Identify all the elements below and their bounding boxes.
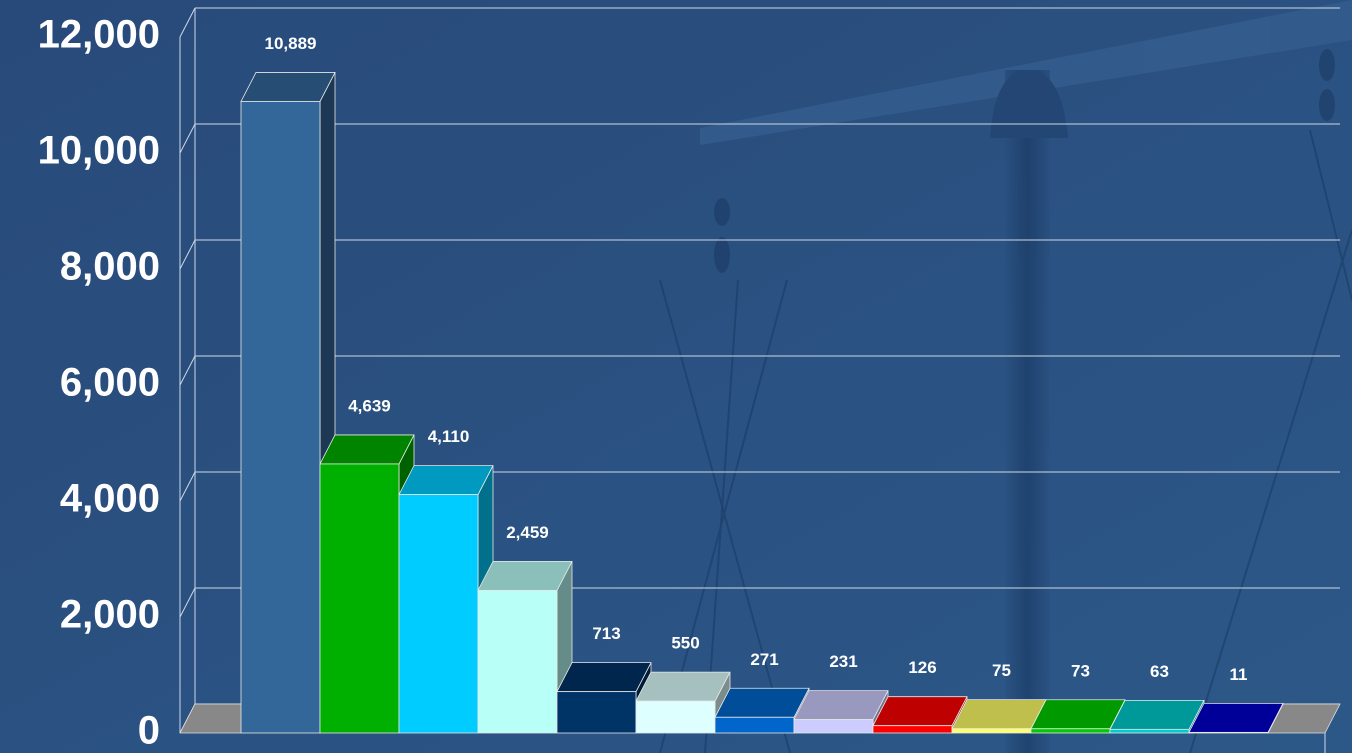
bar-top: [1110, 700, 1204, 729]
bar: [399, 495, 478, 733]
value-label: 550: [671, 634, 699, 653]
bar-top: [1189, 703, 1283, 732]
y-tick-label: 4,000: [60, 477, 160, 521]
bar-top: [478, 561, 572, 590]
bar: [873, 726, 952, 733]
y-tick-label: 0: [138, 709, 160, 753]
bar: [1031, 729, 1110, 733]
y-tick-label: 6,000: [60, 361, 160, 405]
bar: [1189, 732, 1268, 733]
y-tick-label: 2,000: [60, 593, 160, 637]
value-label: 63: [1150, 662, 1169, 681]
bar: [241, 101, 320, 733]
bar-top: [1031, 700, 1125, 729]
chart: 0 2,000 4,000 6,000 8,000 10,000 12,000 10,889 4…: [0, 0, 1352, 753]
bar-top: [557, 663, 651, 692]
bar-top: [399, 466, 493, 495]
value-label: 2,459: [506, 523, 549, 542]
bar: [320, 464, 399, 733]
bar: [715, 717, 794, 733]
value-label: 126: [908, 658, 936, 677]
y-tick-label: 12,000: [38, 13, 160, 57]
y-tick-label: 8,000: [60, 245, 160, 289]
bar: [952, 729, 1031, 733]
value-label: 231: [829, 652, 857, 671]
page: 0 2,000 4,000 6,000 8,000 10,000 12,000 10,889 4…: [0, 0, 1352, 753]
bar-top: [794, 691, 888, 720]
bar: [557, 692, 636, 733]
bar: [794, 720, 873, 733]
bar: [478, 590, 557, 733]
bar: [1110, 729, 1189, 733]
bar-top: [320, 435, 414, 464]
value-label: 271: [750, 650, 778, 669]
value-label: 4,639: [348, 396, 391, 415]
bar-top: [952, 700, 1046, 729]
bar-top: [873, 697, 967, 726]
value-label: 75: [992, 661, 1011, 680]
bar-top: [715, 688, 809, 717]
value-label: 10,889: [265, 34, 317, 53]
value-label: 4,110: [428, 427, 470, 446]
bar-top: [636, 672, 730, 701]
y-tick-label: 10,000: [38, 129, 160, 173]
value-label: 73: [1071, 661, 1090, 680]
bar: [636, 701, 715, 733]
value-label: 713: [592, 624, 620, 643]
bar-top: [241, 72, 335, 101]
value-label: 11: [1230, 665, 1248, 684]
